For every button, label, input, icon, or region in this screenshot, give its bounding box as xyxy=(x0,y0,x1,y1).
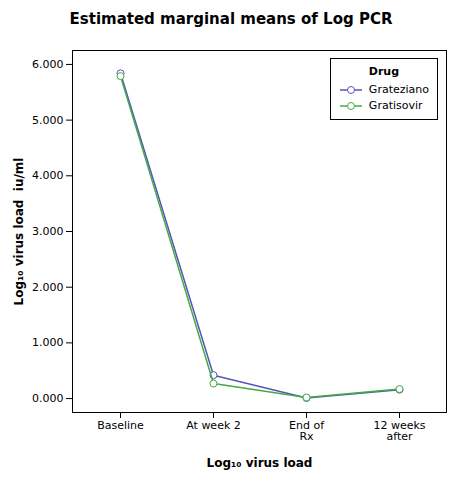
svg-text:2.000: 2.000 xyxy=(32,281,64,294)
svg-text:12 weeksafter: 12 weeksafter xyxy=(373,419,425,443)
svg-text:End ofRx: End ofRx xyxy=(289,419,325,443)
html-text:Gratisovir: Gratisovir xyxy=(368,99,423,112)
html-text:Grateziano: Grateziano xyxy=(368,83,429,96)
svg-text:1.000: 1.000 xyxy=(32,336,64,349)
svg-text:3.000: 3.000 xyxy=(32,225,64,238)
svg-text:Baseline: Baseline xyxy=(97,419,144,432)
svg-text:4.000: 4.000 xyxy=(32,169,64,182)
svg-text:5.000: 5.000 xyxy=(32,114,64,127)
svg-text:Log₁₀ virus load: Log₁₀ virus load xyxy=(207,456,313,470)
svg-text:0.000: 0.000 xyxy=(32,392,64,405)
svg-text:Log₁₀ virus load iu/ml: Log₁₀ virus load iu/ml xyxy=(12,158,26,306)
html-text:Drug: Drug xyxy=(368,65,400,78)
svg-text:At week 2: At week 2 xyxy=(186,419,241,432)
html-text:Estimated marginal means of Lo: Estimated marginal means of Log PCR xyxy=(69,10,393,28)
svg-text:6.000: 6.000 xyxy=(32,58,64,71)
